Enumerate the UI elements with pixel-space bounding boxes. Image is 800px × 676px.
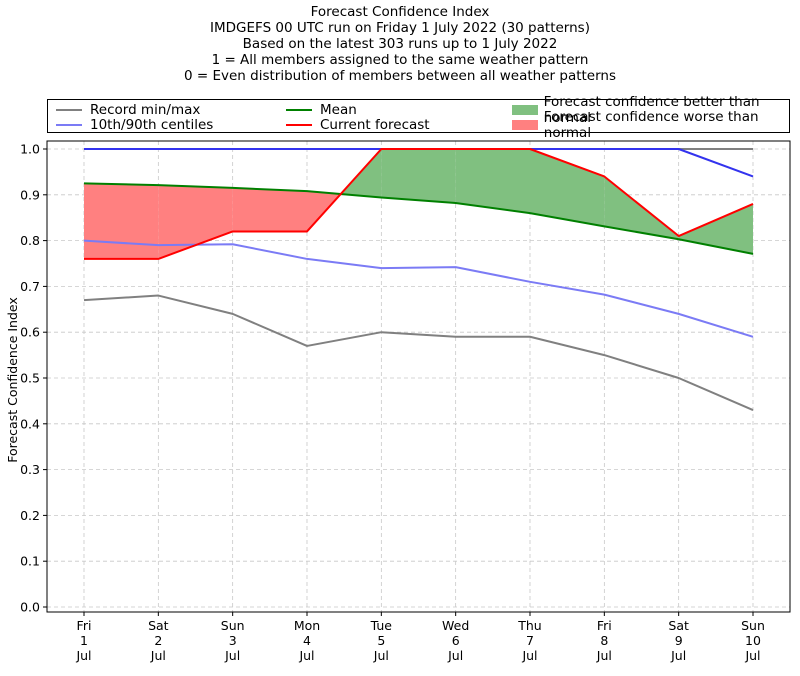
chart-subtitle-scale-max: 1 = All members assigned to the same wea… [211, 52, 589, 68]
x-tick-label: Fri [597, 618, 612, 633]
legend-label-current: Current forecast [320, 117, 430, 133]
x-axis: Fri1JulSat2JulSun3JulMon4JulTue5JulWed6J… [75, 612, 765, 663]
x-tick-label: Jul [75, 648, 91, 663]
legend-current: Current forecast [286, 117, 430, 133]
legend-label-centiles: 10th/90th centiles [90, 117, 214, 133]
legend-centiles: 10th/90th centiles [56, 117, 213, 133]
x-tick-label: Jul [298, 648, 314, 663]
chart-subtitle-run: IMDGEFS 00 UTC run on Friday 1 July 2022… [210, 20, 590, 36]
fill-better-than-normal [530, 149, 605, 227]
fill-better-than-normal [455, 149, 530, 214]
x-tick-label: 9 [675, 633, 683, 648]
fill-worse-than-normal [232, 187, 307, 232]
x-tick-label: Sat [668, 618, 689, 633]
chart-title: Forecast Confidence Index [310, 4, 490, 20]
y-tick-label: 0.4 [20, 416, 40, 431]
x-tick-label: Mon [294, 618, 320, 633]
legend-better: Forecast confidence better than normal [512, 94, 789, 126]
series-line-mean [83, 182, 754, 255]
x-tick-label: Jul [373, 648, 389, 663]
series-line-p10 [83, 239, 754, 338]
x-tick-label: Sun [741, 618, 765, 633]
y-tick-label: 0.1 [20, 554, 40, 569]
legend-swatch-mean [286, 109, 312, 111]
x-tick-label: 7 [526, 633, 534, 648]
x-tick-label: 10 [745, 633, 761, 648]
x-tick-label: 8 [600, 633, 608, 648]
confidence-fills [84, 149, 753, 259]
x-tick-label: Jul [224, 648, 240, 663]
fill-better-than-normal [381, 149, 456, 204]
y-tick-label: 1.0 [20, 142, 40, 157]
y-tick-label: 0.5 [20, 371, 40, 386]
x-tick-label: 1 [80, 633, 88, 648]
x-tick-label: Thu [517, 618, 541, 633]
series-lines [83, 148, 754, 411]
series-line-record_min [83, 294, 754, 411]
x-tick-label: 4 [303, 633, 311, 648]
x-tick-label: 2 [154, 633, 162, 648]
x-tick-label: Jul [670, 648, 686, 663]
legend-worse: Forecast confidence worse than normal [512, 109, 789, 141]
chart-title-block: Forecast Confidence Index IMDGEFS 00 UTC… [0, 4, 800, 84]
x-tick-label: Jul [744, 648, 760, 663]
y-tick-label: 0.0 [20, 600, 40, 615]
x-tick-label: Tue [370, 618, 393, 633]
plot-frame [46, 140, 791, 613]
x-tick-label: Wed [442, 618, 469, 633]
x-tick-label: Jul [150, 648, 166, 663]
legend-record-minmax: Record min/max [56, 102, 200, 118]
x-tick-label: Fri [77, 618, 92, 633]
grid [47, 141, 790, 612]
fill-worse-than-normal [158, 185, 233, 259]
legend-swatch-record [56, 109, 82, 111]
series-line-current [84, 148, 754, 260]
x-tick-label: 3 [229, 633, 237, 648]
legend-swatch-current [286, 124, 312, 126]
y-tick-label: 0.3 [20, 462, 40, 477]
x-tick-label: Sat [148, 618, 169, 633]
y-tick-label: 0.9 [20, 187, 40, 202]
x-tick-label: Jul [447, 648, 463, 663]
legend-swatch-centiles [56, 124, 82, 126]
legend-swatch-worse [512, 120, 538, 130]
x-tick-label: 5 [377, 633, 385, 648]
legend-mean: Mean [286, 102, 357, 118]
legend-label-mean: Mean [320, 102, 357, 118]
y-axis-label: Forecast Confidence Index [5, 297, 20, 463]
y-tick-label: 0.8 [20, 233, 40, 248]
x-tick-label: Sun [221, 618, 245, 633]
fill-worse-than-normal [84, 183, 159, 259]
y-tick-label: 0.6 [20, 325, 40, 340]
legend-swatch-better [512, 105, 538, 115]
x-tick-label: Jul [521, 648, 537, 663]
chart-legend: Record min/max 10th/90th centiles Mean C… [47, 94, 790, 141]
x-tick-label: Jul [596, 648, 612, 663]
x-tick-label: 6 [452, 633, 460, 648]
fill-better-than-normal [678, 203, 753, 254]
legend-label-better: Forecast confidence better than normal [543, 94, 760, 126]
y-tick-label: 0.2 [20, 508, 40, 523]
chart-subtitle-scale-min: 0 = Even distribution of members between… [183, 68, 617, 84]
y-tick-label: 0.7 [20, 279, 40, 294]
legend-label-worse: Forecast confidence worse than normal [543, 109, 759, 141]
chart-subtitle-basis: Based on the latest 303 runs up to 1 Jul… [242, 36, 558, 52]
y-axis: 0.0 0.1 0.2 0.3 0.4 0.5 0.6 0.7 0.8 0.9 1.0 [20, 142, 47, 615]
legend-label-record: Record min/max [90, 102, 201, 118]
